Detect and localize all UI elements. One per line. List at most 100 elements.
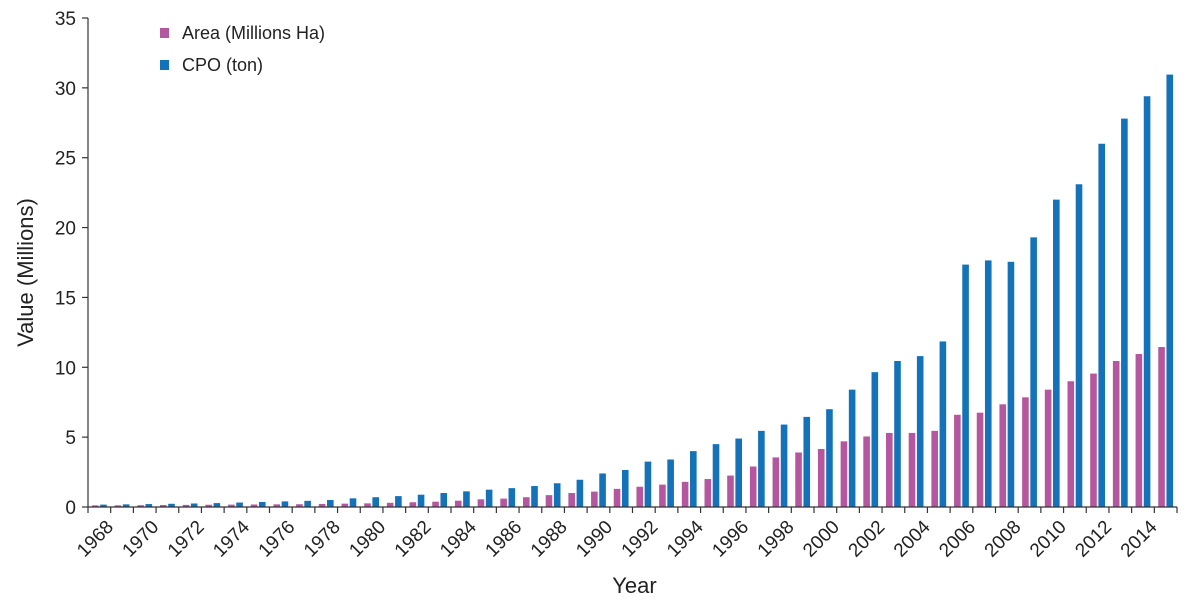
y-tick-label: 0 [65,498,76,519]
bar [690,451,697,507]
bar [273,504,281,507]
bar-series [91,74,1174,508]
x-tick-label: 1976 [255,517,300,562]
bar [485,489,493,507]
bar [114,505,122,507]
bar [931,430,938,507]
bar [644,461,652,507]
bar [296,504,303,507]
x-tick-label: 1992 [618,517,663,562]
bar [1067,381,1075,507]
bar [341,503,349,507]
x-tick-label: 1968 [73,517,118,562]
y-tick-label: 30 [55,79,76,100]
legend-swatch-cpo [160,60,169,70]
bar [1143,96,1151,508]
bar [826,409,833,507]
x-axis-ticks: 1968 1970 1972 1974 1976 1978 1980 1982 1984 1986… [73,507,1178,562]
bar [1135,354,1143,507]
bar [772,457,780,507]
x-tick-label: 1982 [391,517,436,562]
bar [145,504,153,507]
x-tick-label: 1972 [164,517,209,562]
bar [432,501,439,507]
bar [508,488,516,507]
bar [258,501,266,507]
bar [613,488,621,507]
bar [304,500,311,507]
bar [908,432,916,507]
legend-label-area: Area (Millions Ha) [182,23,325,43]
bar [621,469,629,507]
y-axis-title: Value (Millions) [13,198,38,347]
bar [667,459,674,507]
y-tick-label: 5 [65,428,76,449]
x-tick-label: 2012 [1071,517,1116,562]
bar [712,444,720,507]
y-tick-label: 20 [55,219,76,240]
bar [1090,373,1097,507]
x-tick-label: 1984 [436,516,481,561]
bar [228,504,235,507]
bar [576,479,584,507]
bar [500,498,507,507]
x-tick-label: 1994 [663,516,708,561]
series-area [91,347,1165,507]
x-axis-title: Year [612,573,656,598]
y-axis-ticks: 0 5 10 15 20 25 30 35 [55,9,88,519]
x-tick-label: 1986 [482,517,527,562]
bar [318,503,326,507]
bar [871,372,879,507]
bar [463,491,470,507]
bar [659,484,666,507]
x-tick-label: 2004 [890,516,935,561]
bar [349,498,357,507]
bar [281,501,289,507]
legend: Area (Millions Ha) CPO (ton) [160,23,325,75]
bar [1053,199,1060,507]
bar [477,499,485,507]
bar [863,436,870,507]
x-tick-label: 1996 [708,517,753,562]
bar [749,466,757,507]
bar [553,483,561,507]
bar [327,500,334,507]
x-tick-label: 2008 [981,517,1026,562]
legend-label-cpo: CPO (ton) [182,55,263,75]
y-tick-label: 10 [55,358,76,379]
bar [1158,347,1165,507]
bar [803,416,811,507]
bar [984,260,992,507]
bar [1121,118,1128,507]
y-tick-label: 25 [55,149,76,170]
x-tick-label: 2002 [845,517,890,562]
bar [417,494,425,507]
legend-swatch-area [160,28,169,38]
bar [591,491,598,507]
bar [795,452,802,507]
x-tick-label: 1998 [754,517,799,562]
bar [704,479,712,507]
bar [454,500,462,507]
bar [372,497,379,507]
bar [190,503,198,507]
bar [236,502,243,507]
bar [780,424,788,507]
bar [440,493,448,507]
bar [137,505,144,507]
bar [1044,389,1052,507]
bar [409,502,417,507]
bar [545,495,553,507]
bar [100,504,107,507]
bar [364,503,371,507]
bar [1030,237,1037,507]
bar [1007,261,1015,507]
bar [727,475,734,507]
bar [531,486,538,507]
bar [636,486,644,507]
x-tick-label: 2014 [1117,516,1162,561]
bar [250,504,258,507]
bar [886,432,893,507]
bar [205,504,212,507]
